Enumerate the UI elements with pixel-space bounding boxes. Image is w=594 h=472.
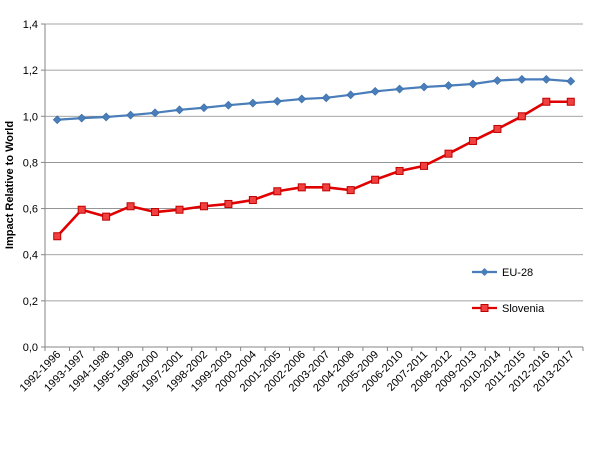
- data-point: [346, 90, 356, 100]
- data-point: [566, 97, 575, 106]
- series-eu-28: [52, 74, 576, 125]
- data-point: [566, 76, 576, 86]
- y-tick-label: 0,2: [23, 296, 38, 308]
- data-point: [444, 81, 453, 91]
- data-point: [395, 166, 404, 175]
- data-point: [101, 112, 111, 122]
- data-point: [52, 115, 62, 125]
- data-point: [492, 76, 502, 85]
- data-point: [420, 161, 429, 170]
- data-point: [517, 74, 527, 84]
- data-point: [419, 82, 429, 92]
- gridlines: [45, 23, 583, 302]
- y-axis-ticks: 0,0 0,2 0,4 0,6 0,8 1,0 1,2 1,4: [23, 19, 45, 354]
- data-point: [53, 232, 62, 241]
- data-point: [468, 79, 478, 89]
- data-point: [273, 187, 282, 196]
- data-point: [126, 202, 135, 211]
- y-axis-label: Impact Relative to World: [4, 121, 16, 249]
- legend: EU-28 Slovenia: [472, 267, 545, 315]
- legend-label: Slovenia: [502, 303, 545, 315]
- data-point: [468, 136, 477, 145]
- legend-item-slovenia: Slovenia: [472, 303, 545, 315]
- y-tick-label: 0,4: [23, 250, 38, 262]
- data-point: [322, 183, 331, 192]
- series-line: [56, 100, 571, 238]
- data-point: [346, 186, 355, 195]
- data-point: [444, 149, 453, 158]
- y-tick-label: 0,8: [23, 157, 38, 169]
- y-tick-label: 1,4: [23, 19, 38, 31]
- data-point: [248, 196, 257, 205]
- data-point: [199, 202, 208, 211]
- data-point: [370, 86, 380, 96]
- legend-item-eu-28: EU-28: [472, 267, 533, 279]
- y-tick-label: 0,0: [23, 342, 38, 354]
- y-tick-label: 1,0: [23, 111, 38, 123]
- data-point: [395, 84, 405, 94]
- series-group: [52, 74, 576, 241]
- data-point: [248, 98, 258, 108]
- data-point: [102, 212, 111, 221]
- series-slovenia: [53, 97, 575, 241]
- data-point: [493, 124, 502, 133]
- legend-marker: [480, 268, 489, 276]
- data-point: [126, 110, 136, 120]
- y-tick-label: 0,6: [23, 204, 38, 216]
- data-point: [371, 175, 380, 184]
- series-line: [57, 78, 571, 121]
- data-point: [175, 205, 184, 214]
- data-point: [151, 208, 160, 217]
- data-point: [517, 112, 526, 121]
- data-point: [77, 113, 87, 123]
- data-point: [224, 199, 233, 208]
- data-point: [150, 108, 160, 118]
- legend-label: EU-28: [502, 267, 533, 279]
- data-point: [297, 183, 306, 192]
- data-point: [272, 96, 282, 106]
- x-axis-ticks: 1992-19961993-19971994-19981995-19991996…: [18, 347, 584, 394]
- data-point: [541, 74, 551, 84]
- y-tick-label: 1,2: [23, 65, 38, 77]
- data-point: [199, 103, 209, 113]
- data-point: [77, 205, 86, 214]
- data-point: [175, 105, 184, 115]
- legend-marker: [480, 304, 489, 312]
- data-point: [542, 97, 551, 106]
- data-point: [297, 94, 307, 104]
- data-point: [223, 100, 233, 110]
- data-point: [321, 93, 331, 103]
